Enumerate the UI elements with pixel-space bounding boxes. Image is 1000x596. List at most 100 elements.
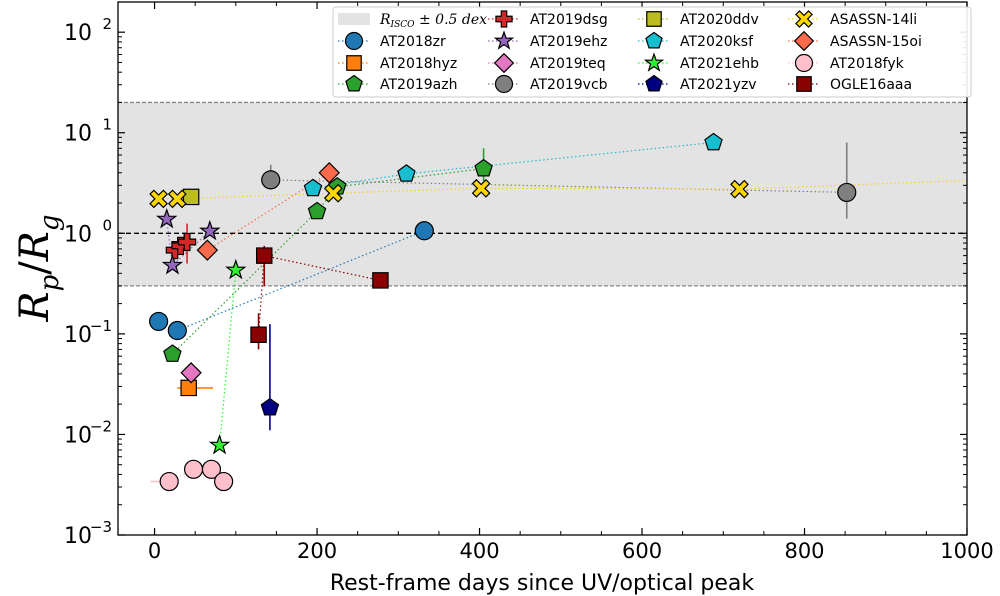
trend-line-asassn-14li [158, 179, 968, 200]
y-tick-label-2: 10 [64, 21, 92, 46]
point-at2019azh-1 [307, 201, 327, 220]
point-at2021ehb-0 [208, 434, 231, 455]
legend-label-at2018zr: AT2018zr [380, 34, 446, 50]
point-at2019teq-0 [180, 362, 202, 384]
markers-layer [149, 132, 857, 492]
point-at2019vcb-1 [837, 182, 857, 203]
point-at2019azh-3 [474, 158, 493, 177]
legend-marker-asassn-15oi [793, 30, 815, 52]
point-at2020ddv-0 [182, 188, 200, 206]
legend-marker-at2018zr [344, 31, 364, 51]
legend-marker-at2019teq [493, 52, 515, 74]
y-tick-label-exp-0: 0 [102, 216, 112, 234]
point-at2019ehz-2 [199, 219, 221, 241]
point-at2018zr-0 [149, 311, 169, 332]
legend-label-at2019ehz: AT2019ehz [530, 34, 608, 50]
point-at2018hyz-0 [180, 379, 197, 397]
legend-marker-at2019dsg [495, 10, 513, 28]
y-tick-label--1: 10 [64, 323, 92, 348]
point-ogle16aaa-0 [250, 326, 267, 344]
legend-marker-at2019ehz [493, 30, 515, 50]
plot-frame [117, 1, 968, 536]
legend-label-at2021yzv: AT2021yzv [680, 77, 757, 93]
legend-marker-at2020ddv [646, 11, 662, 27]
svg-text:Rp/Rg: Rp/Rg [12, 214, 65, 322]
y-axis-label-r: R [12, 291, 58, 322]
legend-label-isco-band: RISCO ± 0.5 dex [379, 12, 487, 30]
point-ogle16aaa-2 [372, 272, 389, 289]
y-axis-label-sub-p: p [35, 274, 65, 291]
point-at2019azh-0 [163, 344, 182, 362]
y-tick-label-exp--1: −1 [90, 317, 112, 335]
legend-label-at2019vcb: AT2019vcb [530, 77, 608, 93]
legend-marker-at2018hyz [346, 55, 362, 71]
point-at2020ksf-0 [303, 178, 323, 197]
legend-label-at2020ddv: AT2020ddv [680, 12, 759, 28]
legend-label-asassn-14li: ASASSN-14li [830, 12, 917, 28]
point-at2019dsg-2 [177, 232, 197, 252]
point-asassn-15oi-0 [196, 239, 219, 261]
legend-swatch-isco-band [338, 13, 370, 25]
trend-line-at2020ksf [312, 141, 714, 189]
legend-label-at2020ksf: AT2020ksf [680, 34, 754, 50]
point-at2019vcb-0 [261, 170, 281, 190]
trend-line-at2021ehb [219, 270, 237, 446]
point-at2020ksf-1 [397, 164, 416, 182]
point-at2021ehb-1 [225, 258, 247, 280]
legend-marker-at2021ehb [643, 52, 665, 72]
point-asassn-15oi-1 [318, 162, 340, 184]
legend-label-at2019azh: AT2019azh [380, 77, 457, 93]
point-at2018fyk-2 [201, 459, 222, 479]
y-tick-label-exp--2: −2 [90, 417, 112, 435]
point-at2021yzv-0 [260, 397, 280, 416]
legend-marker-at2019vcb [494, 74, 514, 94]
y-axis-label: Rp/Rg [12, 214, 65, 322]
y-tick-label--2: 10 [64, 423, 92, 448]
x-tick-label-400: 400 [459, 539, 499, 563]
y-tick-label-1: 10 [64, 122, 92, 147]
y-axis-label-r2: R [12, 231, 58, 262]
trend-line-at2019ehz [166, 219, 211, 267]
point-asassn-14li-3 [471, 178, 491, 198]
legend-marker-at2020ksf [645, 31, 663, 49]
x-tick-label-200: 200 [297, 539, 337, 563]
point-at2019ehz-0 [156, 207, 178, 229]
point-asassn-14li-1 [167, 189, 187, 209]
legend-label-ogle16aaa: OGLE16aaa [830, 77, 912, 93]
y-axis-label-slash: / [12, 261, 58, 275]
y-tick-label--3: 10 [64, 524, 92, 549]
legend-frame [332, 6, 972, 98]
point-at2018fyk-1 [183, 459, 204, 479]
y-tick-label-exp-1: 1 [102, 116, 112, 134]
point-at2019ehz-1 [161, 254, 184, 275]
legend-label-at2018fyk: AT2018fyk [830, 56, 905, 72]
legend-label-at2019teq: AT2019teq [530, 56, 606, 72]
point-at2018zr-1 [167, 320, 187, 341]
legend-marker-ogle16aaa [796, 76, 812, 92]
point-at2020ksf-2 [704, 132, 723, 151]
point-asassn-14li-0 [149, 189, 169, 209]
y-tick-label-exp-2: 2 [102, 15, 112, 33]
trend-line-at2019vcb [270, 179, 847, 193]
legend-label-at2019dsg: AT2019dsg [530, 12, 608, 28]
point-at2018zr-2 [414, 221, 434, 241]
legend-label-asassn-15oi: ASASSN-15oi [830, 34, 922, 50]
point-asassn-14li-2 [323, 183, 343, 203]
legend-marker-at2021yzv [645, 74, 663, 92]
y-axis-label-sub-g: g [35, 214, 65, 231]
y-tick-label-0: 10 [64, 222, 92, 247]
legend-label-at2021ehb: AT2021ehb [680, 56, 759, 72]
point-at2018fyk-0 [159, 471, 179, 492]
x-tick-label-800: 800 [784, 539, 824, 563]
legend: RISCO ± 0.5 dex AT2018zr AT2018hyz AT2019az… [332, 6, 972, 98]
legend-marker-at2018fyk [794, 53, 814, 73]
x-tick-label-0: 0 [148, 539, 161, 563]
legend-marker-asassn-14li [795, 10, 813, 28]
legend-marker-at2019azh [345, 74, 363, 92]
point-ogle16aaa-1 [255, 247, 273, 264]
y-tick-label-exp--3: −3 [90, 518, 112, 536]
legend-label-at2018hyz: AT2018hyz [380, 56, 457, 72]
